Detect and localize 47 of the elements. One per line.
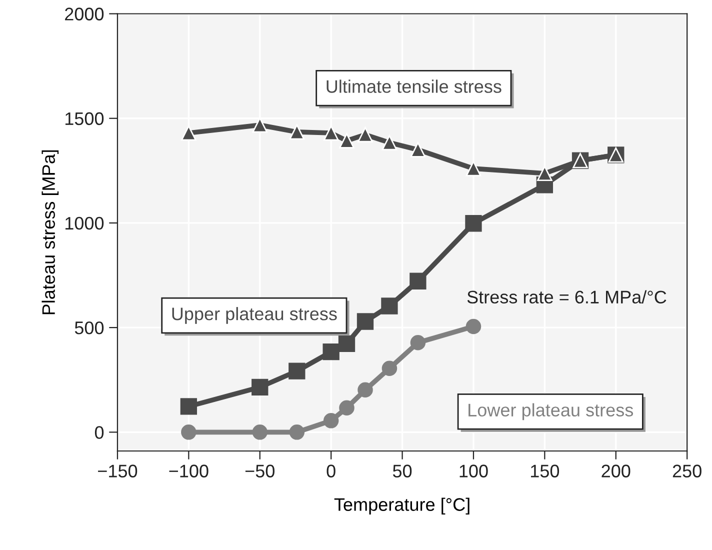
series-label: Upper plateau stress	[172, 307, 337, 324]
y-tick-label: 1000	[66, 216, 104, 230]
point	[181, 424, 196, 440]
point	[289, 424, 305, 440]
point	[410, 142, 426, 158]
point	[466, 160, 482, 176]
y-tick-label: 2000	[65, 8, 104, 20]
point	[382, 134, 398, 150]
point	[322, 344, 340, 360]
point	[289, 124, 305, 140]
annotation: Stress rate = 6.1 MPa/°C	[467, 290, 666, 304]
point	[356, 313, 374, 330]
point	[339, 400, 354, 416]
point	[288, 362, 306, 380]
point	[358, 127, 373, 142]
x-tick-label: −50	[245, 464, 274, 478]
point	[323, 125, 339, 141]
x-tick-label: 200	[602, 464, 630, 478]
x-axis-title: Temperature [°C]	[334, 498, 470, 515]
text: Lower plateau stress	[468, 403, 634, 420]
point	[358, 382, 373, 398]
point	[410, 272, 426, 290]
point	[338, 335, 356, 352]
y-axis-title: Plateau stress [MPa]	[42, 150, 59, 314]
x-tick-label: 150	[530, 464, 560, 478]
point	[381, 298, 398, 314]
x-tick-label: −150	[98, 464, 138, 478]
point	[466, 318, 482, 334]
point	[181, 125, 196, 141]
point	[537, 166, 552, 182]
point	[382, 360, 398, 376]
y-tick-label: 0	[94, 426, 104, 439]
x-tick-label: 100	[460, 464, 488, 478]
x-tick-label: −100	[169, 464, 208, 478]
y-tick-label: 1500	[66, 112, 104, 126]
series-label: Ultimate tensile stress	[326, 80, 502, 93]
point	[252, 378, 268, 396]
point	[410, 334, 426, 350]
point	[465, 215, 482, 232]
point	[180, 398, 198, 415]
x-tick-label: 250	[672, 464, 702, 478]
point	[323, 413, 339, 428]
point	[252, 424, 268, 440]
point	[339, 133, 354, 148]
y-tick-label: 500	[74, 322, 104, 334]
x-tick-label: 50	[392, 464, 412, 478]
x-tick-label: 0	[326, 464, 336, 478]
